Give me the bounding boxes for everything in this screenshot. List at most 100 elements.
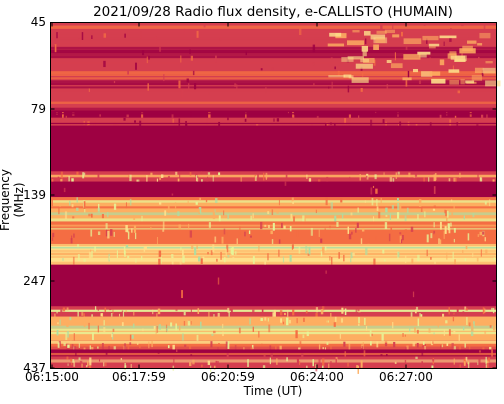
heatmap-speckle [211, 333, 214, 336]
heatmap-speckle [150, 172, 153, 177]
heatmap-speckle [202, 256, 205, 259]
y-tick-label: 437 [23, 361, 46, 375]
heatmap-speckle [180, 247, 182, 251]
heatmap-speckle [277, 123, 279, 127]
heatmap-speckle [437, 324, 439, 328]
heatmap-speckle [252, 309, 255, 313]
emission-patch [403, 54, 421, 60]
emission-patch [417, 51, 431, 55]
heatmap-speckle [418, 199, 422, 207]
heatmap-speckle [76, 244, 80, 248]
heatmap-speckle [343, 341, 346, 347]
heatmap-speckle [278, 239, 281, 247]
emission-patch [465, 80, 475, 84]
heatmap-speckle [448, 307, 450, 315]
heatmap-speckle [227, 341, 230, 349]
heatmap-stripe [50, 252, 497, 256]
heatmap-speckle [267, 253, 269, 261]
heatmap-line [50, 125, 497, 127]
heatmap-speckle [375, 110, 377, 114]
heatmap-speckle [159, 202, 162, 205]
heatmap-speckle [440, 345, 442, 349]
heatmap-speckle [113, 231, 115, 237]
heatmap-speckle [341, 307, 344, 314]
heatmap-speckle [316, 40, 319, 44]
heatmap-speckle [182, 249, 184, 257]
heatmap-speckle [177, 178, 180, 182]
heatmap-speckle [88, 365, 92, 369]
heatmap-speckle [225, 232, 228, 237]
heatmap-speckle [275, 345, 277, 351]
heatmap-speckle [356, 365, 359, 369]
heatmap-speckle [195, 201, 198, 205]
heatmap-stripe [50, 200, 497, 203]
heatmap-speckle [328, 363, 330, 370]
heatmap-speckle [133, 311, 135, 316]
heatmap-speckle [156, 236, 159, 245]
heatmap-speckle [481, 70, 484, 77]
heatmap-speckle [134, 120, 136, 123]
heatmap-speckle [156, 111, 158, 115]
heatmap-speckle [355, 308, 358, 315]
heatmap-speckle [397, 251, 400, 258]
heatmap-speckle [234, 345, 237, 353]
heatmap-speckle [453, 203, 455, 209]
heatmap-speckle [345, 123, 347, 127]
heatmap-speckle [178, 80, 181, 89]
heatmap-speckle [88, 213, 91, 217]
heatmap-speckle [81, 363, 83, 368]
heatmap-speckle [250, 215, 253, 220]
heatmap-speckle [404, 334, 406, 337]
heatmap-speckle [372, 185, 375, 188]
heatmap-speckle [212, 244, 215, 253]
heatmap-speckle [421, 361, 424, 366]
heatmap-speckle [458, 345, 462, 350]
heatmap-speckle [68, 176, 70, 182]
heatmap-speckle [157, 349, 160, 354]
heatmap-stripe [50, 49, 497, 54]
heatmap-speckle [420, 206, 423, 212]
heatmap-speckle [110, 333, 113, 338]
heatmap-speckle [103, 327, 106, 333]
heatmap-speckle [104, 307, 107, 312]
heatmap-speckle [160, 256, 162, 264]
heatmap-speckle [376, 198, 378, 207]
heatmap-speckle [236, 238, 239, 246]
heatmap-stripe [50, 62, 497, 64]
heatmap-speckle [381, 333, 384, 341]
heatmap-speckle [326, 320, 328, 325]
heatmap-speckle [66, 356, 69, 360]
heatmap-speckle [351, 231, 353, 235]
heatmap-stripe [50, 218, 497, 222]
heatmap-speckle [405, 347, 407, 351]
emission-patch [370, 34, 386, 40]
heatmap-speckle [430, 256, 432, 260]
heatmap-speckle [301, 353, 304, 360]
heatmap-speckle [276, 118, 280, 122]
heatmap-speckle [171, 113, 174, 119]
heatmap-speckle [419, 313, 421, 318]
heatmap-speckle [174, 202, 177, 209]
heatmap-speckle [123, 117, 126, 121]
heatmap-speckle [121, 310, 124, 318]
heatmap-speckle [196, 244, 198, 250]
heatmap-speckle [477, 234, 480, 237]
emission-patch [429, 46, 436, 49]
heatmap-speckle [372, 216, 375, 223]
heatmap-speckle [329, 225, 331, 229]
heatmap-speckle [83, 258, 86, 262]
heatmap-speckle [382, 249, 385, 254]
heatmap-speckle [279, 310, 283, 316]
heatmap-speckle [127, 231, 130, 240]
heatmap-speckle [71, 178, 74, 182]
emission-patch [355, 63, 373, 69]
heatmap-speckle [205, 199, 208, 203]
heatmap-speckle [101, 213, 104, 219]
heatmap-speckle [244, 118, 247, 122]
heatmap-speckle [140, 31, 142, 39]
heatmap-speckle [405, 45, 408, 50]
heatmap-speckle [201, 179, 203, 184]
heatmap-speckle [315, 209, 318, 214]
heatmap-speckle [331, 81, 333, 89]
heatmap-speckle [97, 231, 101, 235]
